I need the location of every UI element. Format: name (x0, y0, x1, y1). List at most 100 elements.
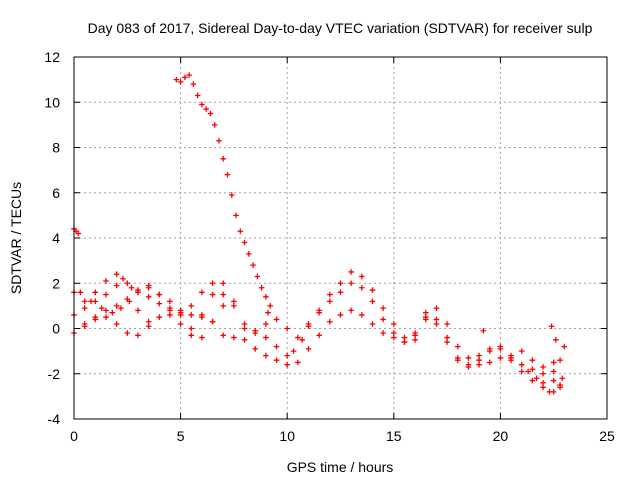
y-tick-label: 2 (52, 275, 60, 291)
chart-title: Day 083 of 2017, Sidereal Day-to-day VTE… (88, 20, 593, 36)
data-point (88, 298, 94, 305)
data-point (207, 110, 214, 117)
data-point (454, 343, 461, 350)
data-point (348, 307, 354, 314)
data-point (369, 298, 376, 305)
data-point (337, 289, 344, 296)
data-point (380, 305, 386, 311)
data-point (224, 171, 231, 178)
data-point (246, 251, 252, 257)
data-point (167, 312, 173, 318)
data-point (263, 294, 269, 300)
data-point (103, 307, 109, 314)
data-point (118, 305, 124, 311)
data-point (422, 316, 429, 323)
data-point (81, 321, 88, 327)
data-point (220, 303, 227, 309)
y-tick-label: 12 (44, 49, 60, 65)
data-point (267, 303, 273, 309)
data-point (263, 334, 269, 341)
data-point (220, 156, 227, 162)
x-tick-label: 15 (386, 428, 402, 444)
data-point (454, 357, 461, 363)
data-point (145, 323, 152, 330)
x-tick-label: 5 (177, 428, 185, 444)
data-point (284, 325, 290, 332)
data-point (124, 330, 131, 336)
data-point (550, 377, 557, 384)
data-point (305, 323, 312, 330)
data-point (548, 323, 555, 330)
data-point (401, 339, 408, 345)
data-point (327, 298, 333, 305)
data-point (316, 309, 322, 316)
data-point (444, 339, 450, 345)
data-point (497, 355, 504, 361)
data-point (252, 330, 259, 336)
data-point (557, 384, 563, 391)
data-point (369, 321, 376, 327)
data-point (190, 81, 197, 87)
data-point (546, 389, 553, 395)
data-point (359, 312, 365, 318)
data-point (518, 348, 525, 354)
data-point (220, 280, 227, 287)
data-point (216, 137, 222, 144)
x-tick-label: 20 (493, 428, 509, 444)
data-point (241, 337, 248, 343)
data-point (241, 325, 248, 332)
data-point (113, 271, 120, 277)
data-point (465, 364, 472, 370)
data-point (220, 332, 227, 339)
data-point (337, 312, 344, 318)
data-point (553, 337, 559, 343)
data-point (265, 309, 271, 316)
data-point (128, 284, 135, 291)
data-point (188, 312, 195, 318)
x-tick-label: 25 (599, 428, 615, 444)
data-point (486, 346, 493, 352)
data-point (444, 321, 450, 327)
data-point (231, 334, 237, 341)
y-tick-label: 8 (52, 140, 60, 156)
data-point (113, 282, 120, 289)
y-tick-label: 6 (52, 185, 60, 201)
data-point (203, 106, 209, 112)
series-track-b (71, 289, 557, 384)
data-point (156, 314, 163, 320)
data-point (209, 291, 216, 298)
data-point (412, 332, 418, 339)
data-point (559, 375, 566, 382)
data-point (145, 294, 152, 300)
data-point (173, 76, 180, 83)
data-point (518, 368, 525, 375)
data-point (476, 361, 482, 368)
data-point (109, 309, 116, 316)
x-axis-label: GPS time / hours (287, 459, 394, 475)
data-point (126, 298, 133, 305)
data-point (177, 309, 184, 316)
data-point (518, 361, 525, 368)
data-point (263, 321, 269, 327)
data-point (561, 343, 568, 350)
y-tick-label: -2 (48, 366, 61, 382)
data-point (254, 273, 261, 280)
data-point (188, 303, 195, 309)
data-point (98, 305, 105, 311)
data-point (476, 352, 482, 359)
data-point (391, 321, 397, 327)
data-point (295, 359, 301, 366)
data-point (199, 289, 205, 296)
data-point (540, 370, 546, 377)
data-point (124, 280, 131, 287)
data-points (71, 72, 568, 395)
data-point (113, 321, 120, 327)
data-point (81, 298, 88, 305)
data-point (529, 357, 536, 363)
data-point (209, 318, 216, 325)
data-point (508, 352, 514, 359)
data-point (550, 359, 557, 366)
data-point (391, 330, 397, 336)
